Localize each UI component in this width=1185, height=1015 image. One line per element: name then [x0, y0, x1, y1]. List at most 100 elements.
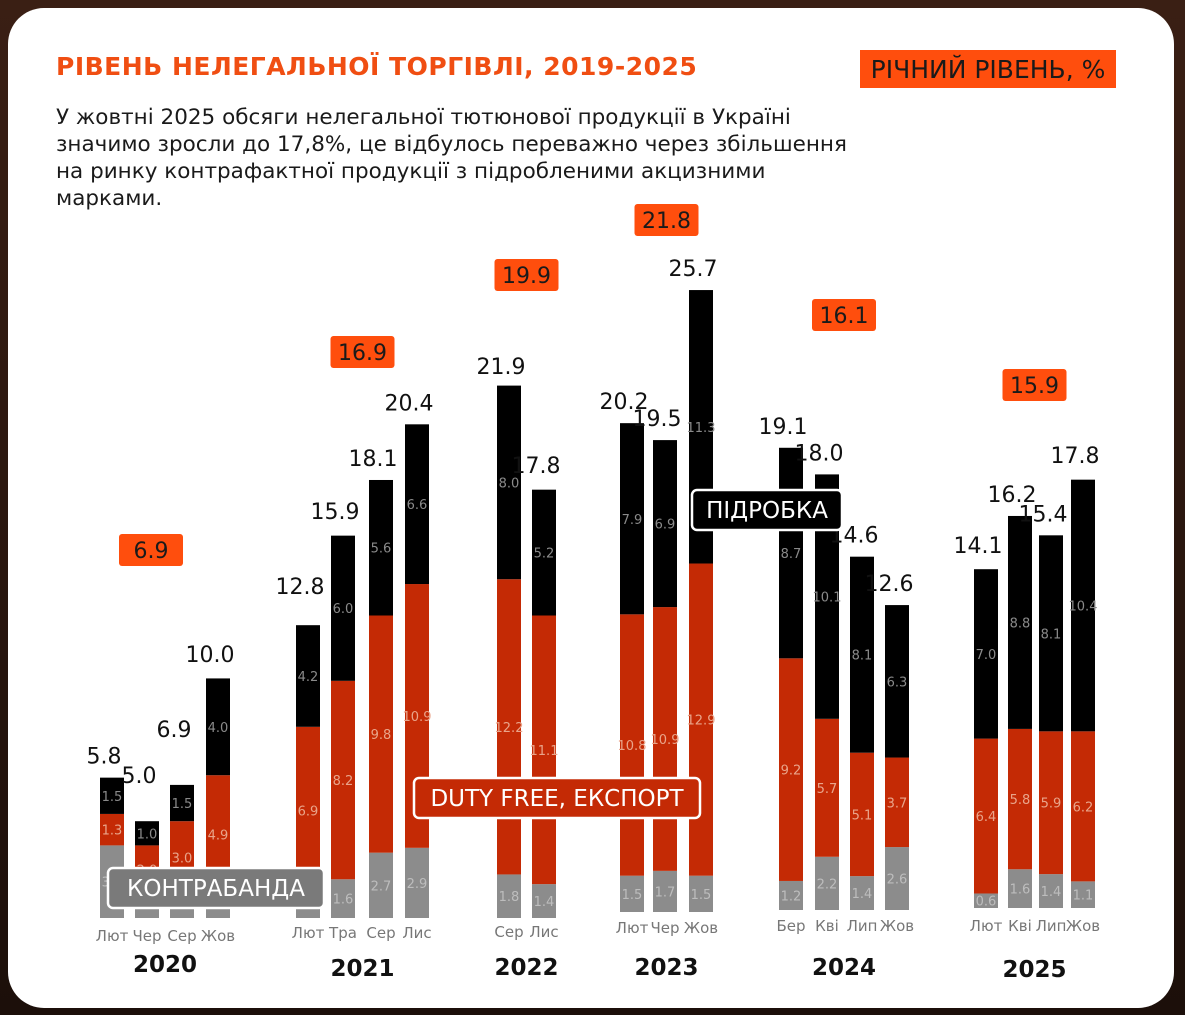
bar-total-label: 14.1	[954, 534, 1003, 559]
segment-value-label: 3.7	[887, 796, 908, 811]
segment-value-label: 8.1	[1041, 627, 1062, 642]
month-tick-label: Тра	[328, 924, 357, 942]
month-tick-label: Лют	[96, 927, 129, 945]
segment-value-label: 8.7	[781, 547, 802, 562]
bar-segment-contraband	[497, 874, 521, 918]
bar-segment-contraband	[653, 870, 677, 912]
segment-value-label: 2.7	[371, 879, 392, 894]
segment-value-label: 6.0	[333, 602, 354, 617]
bar-segment-duty-free-export	[1008, 728, 1032, 870]
series-callout-label: КОНТРАБАНДА	[127, 876, 305, 902]
bar-total-label: 15.4	[1019, 502, 1068, 527]
bar-segment-counterfeit	[170, 784, 194, 822]
month-tick-label: Жов	[880, 917, 914, 935]
bar-segment-contraband	[1008, 869, 1032, 908]
segment-value-label: 6.2	[1073, 800, 1094, 815]
segment-value-label: 1.5	[102, 790, 123, 805]
month-tick-label: Лип	[847, 917, 878, 935]
segment-value-label: 1.5	[622, 888, 643, 903]
month-tick-label: Лют	[970, 917, 1003, 935]
bar-total-label: 12.8	[276, 575, 325, 600]
bar-segment-duty-free-export	[689, 563, 713, 876]
segment-value-label: 3.0	[172, 852, 193, 867]
bar-total-label: 18.0	[795, 441, 844, 466]
bar-segment-duty-free-export	[497, 579, 521, 875]
bar-segment-counterfeit	[331, 535, 355, 681]
bar-segment-contraband	[974, 893, 998, 908]
bar-total-label: 6.9	[157, 718, 192, 743]
segment-value-label: 5.9	[1041, 797, 1062, 812]
segment-value-label: 11.3	[687, 421, 716, 436]
month-tick-label: Лют	[292, 924, 325, 942]
bar-segment-counterfeit	[974, 569, 998, 739]
bar-segment-duty-free-export	[653, 607, 677, 871]
annual-level-badge	[634, 204, 699, 236]
bar-total-label: 15.9	[311, 500, 360, 525]
segment-value-label: 12.2	[495, 721, 524, 736]
segment-value-label: 8.1	[852, 649, 873, 664]
bar-total-label: 20.4	[385, 391, 434, 416]
bar-segment-duty-free-export	[296, 726, 320, 894]
month-tick-label: Сер	[167, 927, 196, 945]
bar-segment-counterfeit	[779, 447, 803, 659]
segment-value-label: 2.2	[817, 877, 838, 892]
bar-total-label: 25.7	[669, 257, 718, 282]
bar-segment-contraband	[885, 847, 909, 910]
bar-segment-duty-free-export	[369, 615, 393, 853]
segment-value-label: 6.9	[655, 518, 676, 533]
bar-total-label: 10.0	[186, 643, 235, 668]
month-tick-label: Лип	[1036, 917, 1067, 935]
segment-value-label: 9.2	[781, 764, 802, 779]
year-label: 2024	[812, 955, 876, 981]
annual-level-value: 16.1	[820, 304, 869, 329]
month-tick-label: Жов	[1066, 917, 1100, 935]
bar-segment-duty-free-export	[850, 752, 874, 877]
bar-total-label: 18.1	[349, 447, 398, 472]
series-callout-label: DUTY FREE, ЕКСПОРТ	[430, 786, 684, 812]
segment-value-label: 1.1	[1073, 889, 1094, 904]
bar-segment-contraband	[331, 879, 355, 918]
annual-level-value: 16.9	[338, 341, 387, 366]
month-tick-label: Жов	[684, 919, 718, 937]
month-tick-label: Кві	[1008, 917, 1032, 935]
segment-value-label: 10.1	[813, 591, 842, 606]
segment-value-label: 0.6	[976, 895, 997, 910]
bar-total-label: 19.1	[759, 415, 808, 440]
annual-level-value: 15.9	[1010, 374, 1059, 399]
bar-segment-contraband	[850, 876, 874, 910]
segment-value-label: 6.9	[298, 804, 319, 819]
year-label: 2020	[133, 952, 197, 978]
bar-total-label: 17.8	[512, 454, 561, 479]
segment-value-label: 2.6	[887, 873, 908, 888]
segment-value-label: 7.0	[976, 648, 997, 663]
annual-level-value: 6.9	[134, 539, 169, 564]
segment-value-label: 8.8	[1010, 616, 1031, 631]
bar-segment-contraband	[815, 856, 839, 910]
segment-value-label: 6.3	[887, 675, 908, 690]
segment-value-label: 8.0	[499, 476, 520, 491]
segment-value-label: 6.4	[976, 810, 997, 825]
month-tick-label: Кві	[815, 917, 839, 935]
bar-total-label: 5.8	[87, 745, 122, 770]
month-tick-label: Чер	[650, 919, 679, 937]
bar-segment-counterfeit	[135, 821, 159, 846]
segment-value-label: 5.8	[1010, 793, 1031, 808]
bar-total-label: 20.2	[600, 390, 649, 415]
annual-level-value: 19.9	[502, 264, 551, 289]
bar-segment-counterfeit	[532, 489, 556, 616]
segment-value-label: 10.4	[1069, 600, 1098, 615]
bar-segment-duty-free-export	[532, 615, 556, 885]
series-callout-box	[412, 776, 702, 820]
bar-segment-counterfeit	[369, 479, 393, 616]
segment-value-label: 10.8	[618, 739, 647, 754]
segment-value-label: 2.9	[407, 877, 428, 892]
month-tick-label: Чер	[132, 927, 161, 945]
segment-value-label: 1.4	[534, 895, 555, 910]
segment-value-label: 4.9	[208, 829, 229, 844]
segment-value-label: 1.4	[852, 887, 873, 902]
bar-segment-contraband	[779, 880, 803, 910]
year-label: 2021	[330, 956, 394, 982]
annual-level-badge	[1002, 369, 1067, 401]
bar-segment-contraband	[532, 884, 556, 918]
bar-segment-counterfeit	[497, 385, 521, 580]
